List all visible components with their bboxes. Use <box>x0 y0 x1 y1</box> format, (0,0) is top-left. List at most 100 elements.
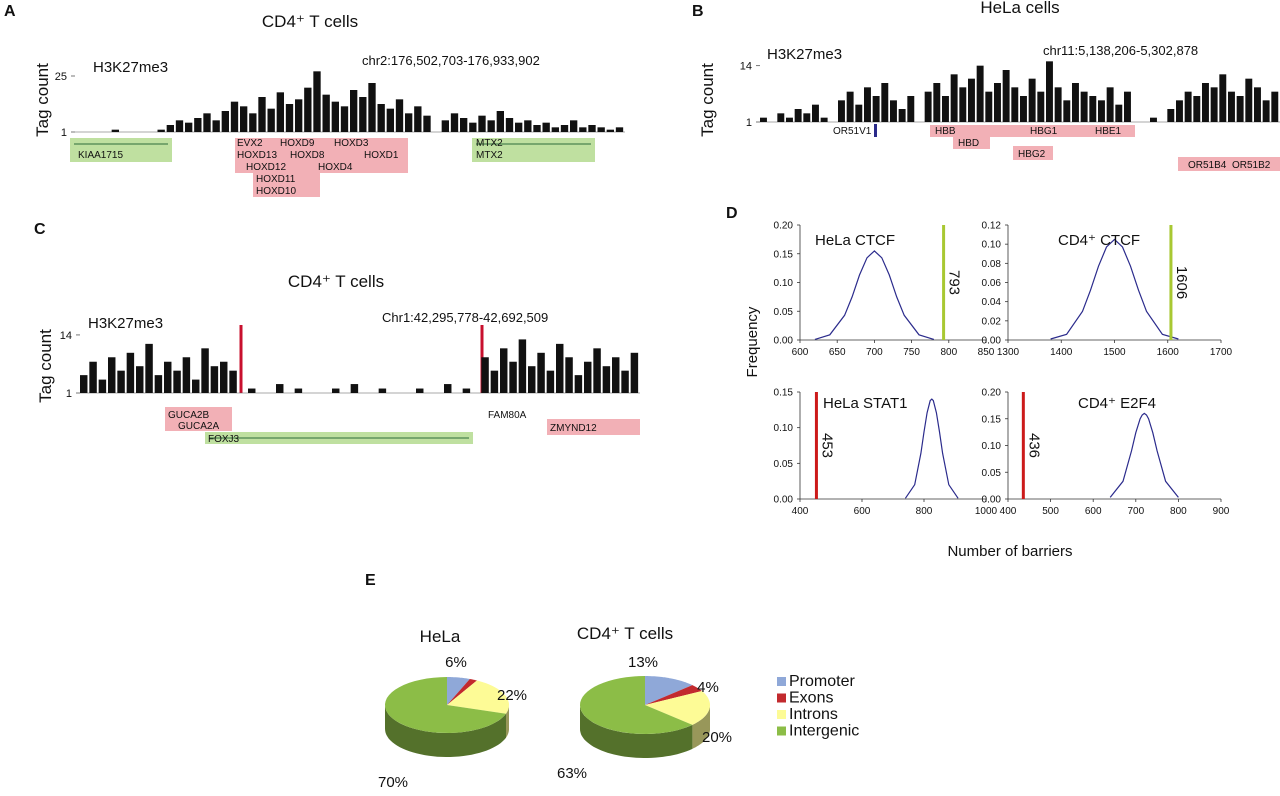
bar <box>1176 100 1183 122</box>
bar <box>846 91 854 122</box>
legend-swatch <box>777 710 786 719</box>
gene-region <box>70 138 172 162</box>
bar <box>212 120 220 132</box>
chart-title: HeLa cells <box>980 0 1059 17</box>
x-tick-label: 400 <box>1000 506 1017 517</box>
bar <box>615 127 624 132</box>
bar <box>332 388 340 393</box>
pie-slice <box>645 691 710 725</box>
chart-title: CD4⁺ T cells <box>262 12 358 31</box>
gene-label: HOXD8 <box>290 150 325 161</box>
bar <box>985 91 993 122</box>
bar <box>1106 87 1114 122</box>
bar <box>154 375 163 393</box>
legend-label: Introns <box>789 706 838 723</box>
bar <box>505 118 514 132</box>
bar <box>612 357 620 393</box>
x-tick-label: 1300 <box>997 347 1020 358</box>
bar <box>1037 91 1045 122</box>
y-tick-label: 0.10 <box>774 278 794 289</box>
bar <box>593 348 601 393</box>
x-tick-label: 600 <box>792 347 809 358</box>
bar <box>1072 83 1079 122</box>
bar <box>560 125 569 132</box>
gene-label: HOXD9 <box>280 138 315 149</box>
pie-side <box>506 705 509 738</box>
panel-label: E <box>365 572 376 589</box>
bar <box>556 343 564 393</box>
gene-region <box>874 124 877 137</box>
gene-label: HOXD3 <box>334 138 369 149</box>
bar <box>285 104 294 132</box>
x-tick-label: 400 <box>792 506 809 517</box>
track-mark: H3K27me3 <box>88 315 163 332</box>
legend-swatch <box>777 726 786 736</box>
gene-label: GUCA2A <box>178 421 219 432</box>
x-tick-label: 600 <box>854 506 871 517</box>
bar <box>111 129 119 132</box>
bar <box>524 120 532 132</box>
x-tick-label: 500 <box>1042 506 1059 517</box>
y-tick-label: 0.08 <box>982 259 1002 270</box>
y-tick-label: 0.00 <box>982 495 1002 506</box>
bar <box>240 106 248 132</box>
gene-label: HOXD1 <box>364 150 399 161</box>
bar <box>855 104 863 122</box>
pie-slice <box>447 680 509 714</box>
bar <box>546 370 555 393</box>
bar <box>248 388 256 393</box>
bar <box>377 104 385 132</box>
panel-title: HeLa STAT1 <box>823 395 907 412</box>
gene-label: OR51B2 <box>1232 160 1271 171</box>
gene-region <box>253 173 320 197</box>
bar <box>1236 96 1244 122</box>
bar <box>405 113 413 132</box>
gene-label: HOXD12 <box>246 162 286 173</box>
bar <box>1124 91 1131 122</box>
bar <box>98 379 107 393</box>
bar <box>496 111 504 132</box>
pie-label: 20% <box>702 729 732 746</box>
y-tick-label: 0.02 <box>982 316 1002 327</box>
pie-label: 6% <box>445 654 467 671</box>
bar <box>378 388 387 393</box>
bar <box>462 388 471 393</box>
observed-label: 453 <box>818 433 835 458</box>
bar <box>444 384 452 393</box>
x-tick-label: 850 <box>978 347 995 358</box>
bar <box>478 115 486 132</box>
y-tick-label: 0.15 <box>774 388 794 399</box>
gene-label: HOXD13 <box>237 150 277 161</box>
gene-label: HBD <box>958 138 979 149</box>
observed-label: 1606 <box>1173 266 1190 299</box>
y-tick-label: 14 <box>740 61 752 73</box>
bar <box>194 118 202 132</box>
bar <box>574 375 583 393</box>
bar <box>872 96 880 122</box>
bar <box>340 106 349 132</box>
bar <box>182 357 191 393</box>
bar <box>1011 87 1019 122</box>
bar <box>304 87 312 132</box>
y-tick-label: 0.10 <box>774 423 794 434</box>
pie-label: 4% <box>697 679 719 696</box>
bar <box>1184 91 1192 122</box>
bar <box>423 115 431 132</box>
y-tick-label: 0.05 <box>774 307 794 318</box>
pie-slice <box>645 685 702 705</box>
bar <box>157 129 165 132</box>
x-tick-label: 700 <box>1127 506 1144 517</box>
pie-slice <box>447 679 477 705</box>
legend-swatch <box>777 693 786 703</box>
y-tick-label: 1 <box>66 388 72 400</box>
bar <box>490 370 499 393</box>
bar <box>359 97 367 132</box>
bar <box>416 388 424 393</box>
bar <box>803 113 811 122</box>
bar <box>322 94 330 132</box>
gene-label: GUCA2B <box>168 410 209 421</box>
bar <box>267 108 275 132</box>
bar <box>1080 91 1088 122</box>
gene-region <box>165 407 232 431</box>
